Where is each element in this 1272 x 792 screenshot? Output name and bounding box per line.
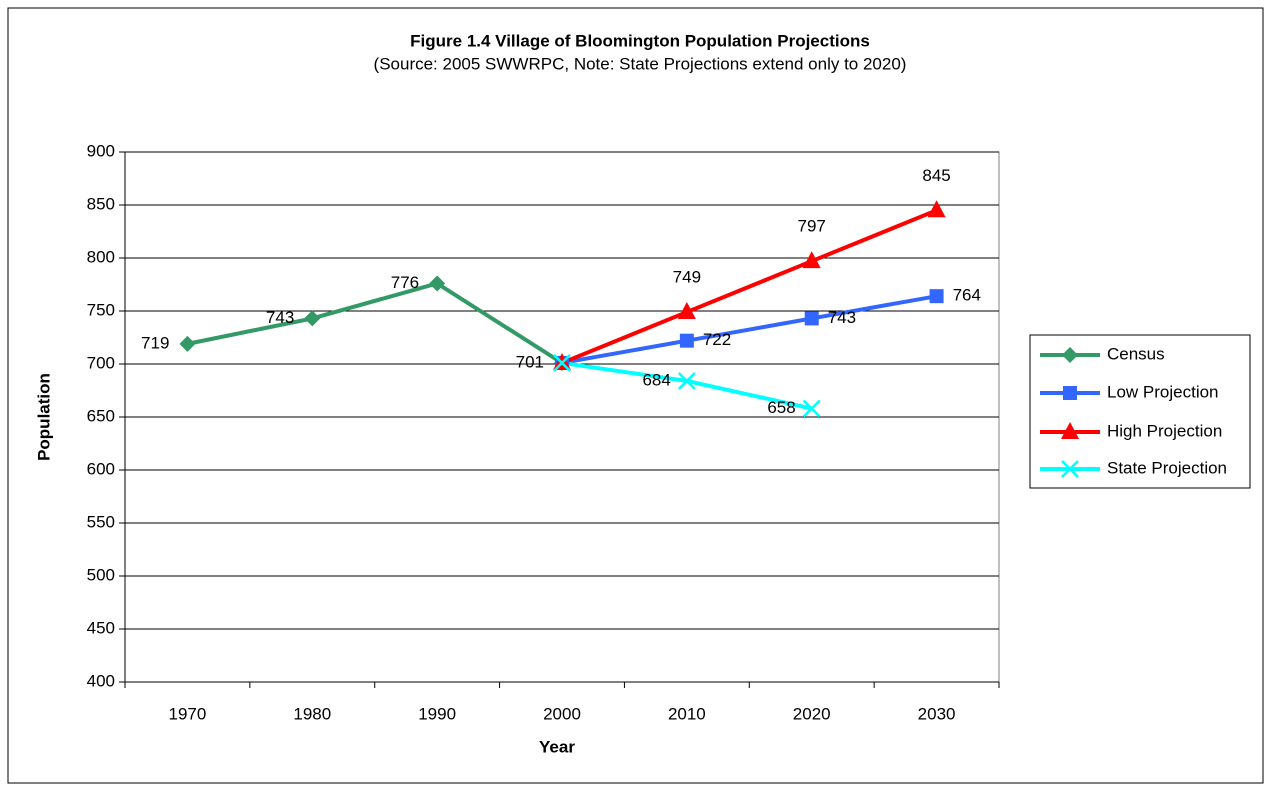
- data-label: 743: [266, 308, 294, 327]
- series-line: [561, 208, 938, 365]
- y-tick-label: 450: [87, 618, 115, 637]
- series-line: [561, 294, 937, 365]
- marker: [429, 275, 446, 292]
- marker: [553, 354, 571, 372]
- legend-marker: [1062, 347, 1078, 363]
- x-tick-label: 2020: [793, 704, 831, 723]
- data-label: 684: [642, 370, 670, 389]
- marker: [927, 200, 946, 218]
- marker: [677, 302, 696, 320]
- series-line: [187, 281, 564, 365]
- y-tick-label: 650: [87, 406, 115, 425]
- y-tick-label: 600: [87, 459, 115, 478]
- legend-box: [1029, 334, 1251, 489]
- marker: [179, 335, 196, 352]
- data-label: 776: [391, 273, 419, 292]
- x-tick-label: 1980: [293, 704, 331, 723]
- x-tick-label: 1970: [169, 704, 207, 723]
- chart-subtitle: (Source: 2005 SWWRPC, Note: State Projec…: [374, 54, 907, 73]
- data-label: 797: [798, 217, 826, 236]
- x-tick-label: 2000: [543, 704, 581, 723]
- marker: [929, 289, 944, 304]
- data-label: 743: [828, 308, 856, 327]
- legend-label: Low Projection: [1107, 382, 1219, 401]
- data-label: 658: [767, 398, 795, 417]
- y-tick-label: 750: [87, 300, 115, 319]
- data-label: 749: [673, 268, 701, 287]
- y-tick-label: 550: [87, 512, 115, 531]
- y-tick-label: 500: [87, 565, 115, 584]
- legend-label: Census: [1107, 344, 1165, 363]
- y-tick-label: 800: [87, 247, 115, 266]
- data-label: 719: [141, 333, 169, 352]
- y-tick-label: 400: [87, 671, 115, 690]
- chart-title: Figure 1.4 Village of Bloomington Popula…: [410, 31, 870, 50]
- marker: [802, 399, 821, 418]
- data-label: 845: [922, 166, 950, 185]
- data-label: 764: [953, 286, 981, 305]
- data-label: 722: [703, 330, 731, 349]
- marker: [679, 333, 694, 348]
- legend-marker: [1063, 386, 1077, 400]
- x-tick-label: 2010: [668, 704, 706, 723]
- legend-marker: [1061, 460, 1079, 478]
- legend-label: State Projection: [1107, 458, 1227, 477]
- legend-marker: [1061, 422, 1079, 439]
- marker: [802, 251, 821, 269]
- x-axis-label: Year: [539, 737, 575, 756]
- y-tick-label: 850: [87, 194, 115, 213]
- y-tick-label: 700: [87, 353, 115, 372]
- marker: [304, 310, 321, 327]
- y-axis-label: Population: [34, 373, 53, 461]
- marker: [804, 311, 819, 326]
- legend-label: High Projection: [1107, 421, 1222, 440]
- x-tick-label: 1990: [418, 704, 456, 723]
- data-label: 701: [516, 352, 544, 371]
- x-tick-label: 2030: [918, 704, 956, 723]
- marker: [677, 372, 696, 390]
- y-tick-label: 900: [87, 141, 115, 160]
